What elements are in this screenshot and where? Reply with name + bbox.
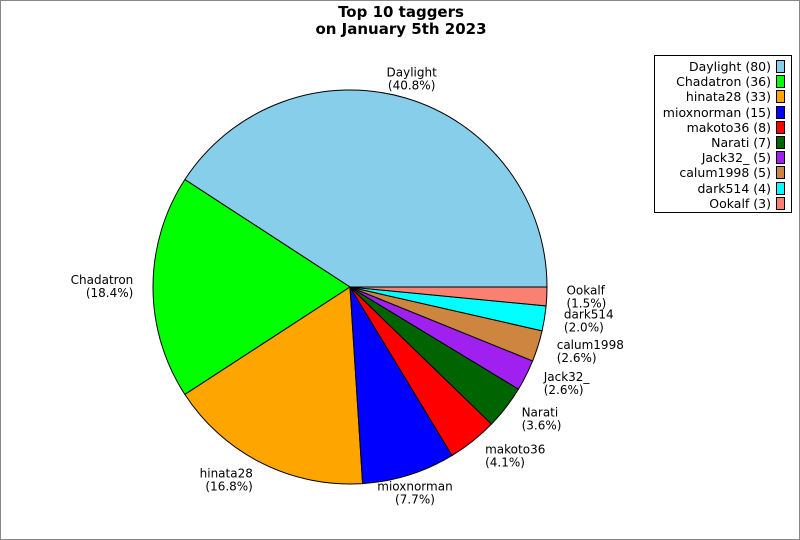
pie-slice-hinata28 [184,286,364,485]
slice-label-makoto36: makoto36 (4.1%) [485,442,545,469]
legend-swatch [776,196,785,210]
legend-label: Chadatron (36) [676,74,771,90]
legend-label: Daylight (80) [688,59,771,75]
legend-label: Jack32_ (5) [701,150,771,166]
legend-label: makoto36 (8) [686,119,771,135]
legend-swatch [776,90,785,104]
legend-item: Chadatron (36) [655,74,791,89]
legend-label: mioxnorman (15) [662,104,771,120]
legend-item: Ookalf (3) [655,196,791,211]
legend-swatch [776,120,785,134]
legend-item: Jack32_ (5) [655,150,791,165]
legend: Daylight (80) Chadatron (36) hinata28 (33)… [654,55,792,213]
slice-label-calum1998: calum1998 (2.6%) [557,338,624,365]
legend-swatch [776,181,785,195]
legend-swatch [776,60,785,74]
legend-swatch [776,105,785,119]
slice-label-dark514: dark514 (2.0%) [564,308,614,335]
chart-title: Top 10 taggers on January 5th 2023 [1,3,799,38]
legend-item: makoto36 (8) [655,120,791,135]
legend-item: dark514 (4) [655,181,791,196]
legend-label: dark514 (4) [697,180,771,196]
slice-label-ookalf: Ookalf (1.5%) [566,283,606,310]
title-line-2: on January 5th 2023 [315,20,487,38]
legend-label: Narati (7) [711,135,771,151]
legend-label: calum1998 (5) [679,165,771,181]
legend-item: hinata28 (33) [655,89,791,104]
pie-slice-daylight [184,89,548,288]
pie-slice-chadatron [152,178,351,396]
legend-item: Daylight (80) [655,59,791,74]
slice-label-mioxnorman: mioxnorman (7.7%) [377,480,452,507]
legend-swatch [776,166,785,180]
legend-label: Ookalf (3) [709,195,771,211]
legend-swatch [776,151,785,165]
slice-label-chadatron: Chadatron (18.4%) [71,273,134,300]
legend-label: hinata28 (33) [685,89,771,105]
legend-item: Narati (7) [655,135,791,150]
slice-label-jack32_: Jack32_ (2.6%) [543,370,591,397]
pie-slice-ookalf [349,286,548,307]
legend-swatch [776,136,785,150]
legend-swatch [776,75,785,89]
title-line-1: Top 10 taggers [338,3,464,21]
slice-label-narati: Narati (3.6%) [522,405,562,432]
slice-label-hinata28: hinata28 (16.8%) [200,467,253,494]
slice-label-daylight: Daylight (40.8%) [387,65,438,92]
pie-slice-mioxnorman [349,286,453,485]
legend-item: mioxnorman (15) [655,105,791,120]
legend-item: calum1998 (5) [655,165,791,180]
